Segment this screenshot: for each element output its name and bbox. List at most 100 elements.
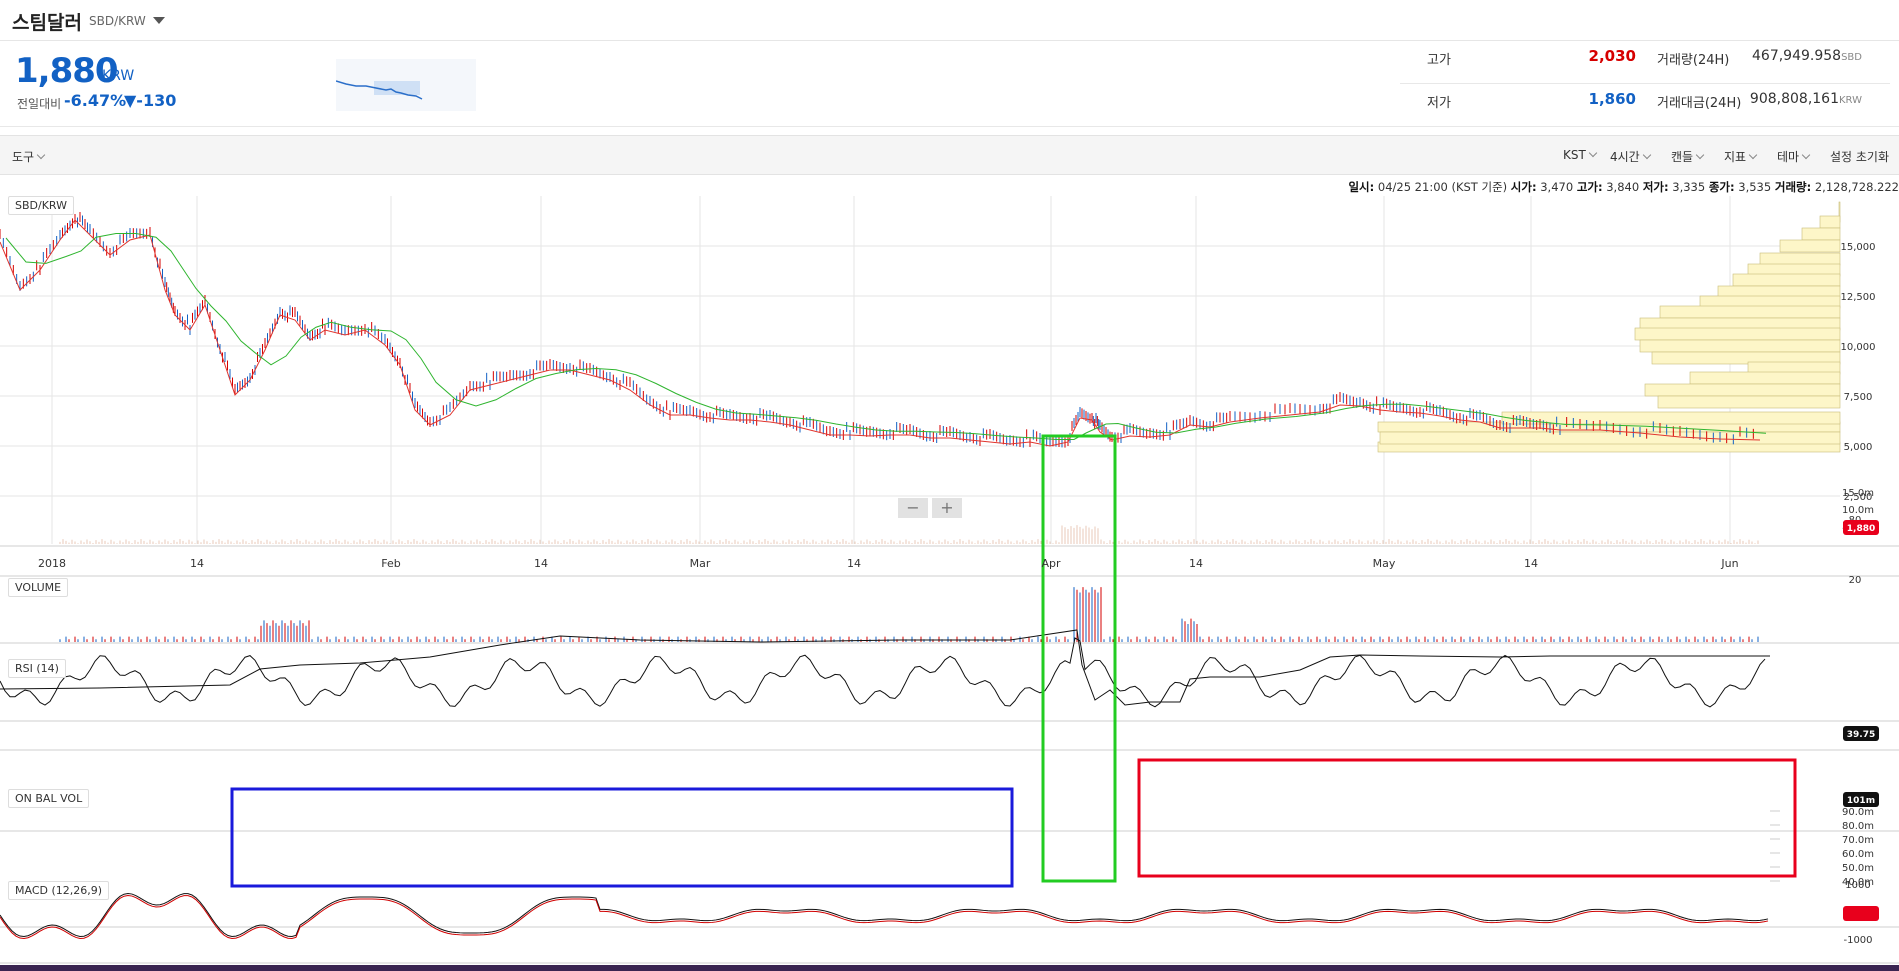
high-value: 2,030	[1588, 47, 1636, 65]
time-tick-label: May	[1373, 557, 1396, 570]
zoom-out-icon: −	[906, 498, 919, 517]
bottom-bar	[0, 965, 1899, 971]
volume-profile-bar	[1659, 305, 1841, 319]
coin-pair: SBD/KRW	[89, 14, 146, 28]
volume-profile-bar	[1651, 351, 1841, 365]
sparkline-line	[335, 80, 423, 100]
price-tick-label: 2,500	[1844, 492, 1873, 503]
current-price: 1,880	[15, 51, 119, 91]
volume-profile	[1377, 201, 1841, 453]
stats-panel: 고가 2,030 거래량(24H) 467,949.958SBD 저가 1,86…	[1400, 41, 1899, 126]
volume-profile-bar	[1689, 371, 1841, 385]
amount-label: 거래대금(24H)	[1657, 96, 1742, 111]
blue-highlight-box	[230, 787, 1014, 888]
indicator-label: 지표	[1724, 150, 1747, 164]
price-tick-label: 12,500	[1841, 292, 1876, 303]
rsi-tick-label: 20	[1849, 575, 1862, 586]
coin-title[interactable]: 스팀달러	[12, 12, 82, 34]
volume-label: 거래량(24H)	[1657, 53, 1730, 68]
info-high: 3,840	[1606, 180, 1640, 194]
ohlc-info-bar: 일시: 04/25 21:00 (KST 기준) 시가: 3,470 고가: 3…	[1348, 179, 1899, 195]
macd-last-tag: -0	[1856, 910, 1866, 920]
timezone-menu[interactable]: KST	[1563, 148, 1598, 162]
chart-toolbar: 도구 KST 4시간 캔들 지표 테마 설정 초기화	[0, 135, 1899, 175]
macd-tick-label: -1000	[1843, 935, 1872, 946]
reset-settings-button[interactable]: 설정 초기화	[1830, 150, 1890, 164]
theme-menu[interactable]: 테마	[1777, 148, 1811, 165]
volume-profile-bar	[1501, 411, 1841, 425]
green-highlight-box	[1041, 434, 1117, 883]
volume-profile-bar	[1657, 395, 1841, 409]
interval-label: 4시간	[1610, 150, 1640, 164]
volume-profile-bar	[1379, 431, 1841, 445]
indicator-menu[interactable]: 지표	[1724, 148, 1758, 165]
high-label: 고가	[1427, 53, 1451, 68]
time-tick-label: Jun	[1720, 557, 1738, 570]
macd-signal-line	[0, 894, 1769, 940]
info-close: 3,535	[1738, 180, 1772, 194]
sparkline-fill	[374, 81, 420, 95]
obv-tick-label: 40.0m	[1842, 877, 1874, 888]
tools-label: 도구	[12, 150, 35, 164]
time-tick-label: Apr	[1041, 557, 1061, 570]
theme-label: 테마	[1777, 150, 1800, 164]
change-absolute: ▼-130	[124, 91, 177, 110]
rsi-last-tag-bg	[1843, 726, 1879, 741]
info-close-label: 종가:	[1708, 180, 1735, 194]
ticker-summary: 1,880 KRW 전일대비 -6.47% ▼-130 고가 2,030 거래량…	[0, 41, 1899, 127]
chevron-down-icon	[1642, 150, 1651, 160]
mini-sparkline	[335, 59, 476, 111]
price-pane-label: SBD/KRW	[8, 196, 74, 215]
low-label: 저가	[1427, 96, 1451, 111]
time-tick-label: Feb	[381, 557, 400, 570]
price-unit: KRW	[102, 68, 135, 84]
rsi-last-tag: 39.75	[1847, 730, 1875, 740]
obv-last-tag: 101m	[1847, 796, 1875, 806]
obv-tick-label: 60.0m	[1842, 849, 1874, 860]
obv-pane-label: ON BAL VOL	[8, 789, 90, 808]
obv-tick-label: 50.0m	[1842, 863, 1874, 874]
chevron-down-icon[interactable]	[153, 17, 165, 24]
price-tick-label: 10,000	[1841, 342, 1876, 353]
volume-profile-bar	[1644, 383, 1841, 397]
zoom-in-icon: +	[940, 498, 953, 517]
time-tick-label: 2018	[38, 557, 66, 570]
price-tick-label: 7,500	[1844, 392, 1873, 403]
volume-tick-label: 10.0m	[1842, 505, 1874, 516]
volume-profile-bar	[1819, 215, 1841, 229]
amount-value: 908,808,161	[1749, 91, 1839, 107]
tools-menu[interactable]: 도구	[12, 148, 46, 165]
interval-menu[interactable]: 4시간	[1610, 148, 1651, 165]
volume-profile-bar	[1634, 327, 1841, 341]
chart-svg[interactable]: 15,000 12,500 10,000 7,500 5,000 2,500 2018 14 F…	[0, 176, 1899, 965]
chevron-down-icon	[1801, 150, 1811, 160]
volume-profile-bar	[1639, 339, 1841, 353]
chart-type-menu[interactable]: 캔들	[1671, 148, 1705, 165]
time-tick-label: 14	[190, 557, 204, 570]
last-price-tag-bg	[1843, 520, 1879, 535]
chevron-down-icon	[1588, 148, 1598, 158]
obv-line	[0, 629, 1770, 706]
timezone-label: KST	[1563, 148, 1586, 162]
low-value: 1,860	[1588, 90, 1636, 108]
change-label: 전일대비	[17, 97, 62, 111]
time-tick-label: 14	[534, 557, 548, 570]
info-volume: 2,128,728.222	[1814, 180, 1899, 194]
zoom-in-button	[932, 498, 962, 518]
top-header: 스팀달러 SBD/KRW	[0, 0, 1899, 41]
macd-pane-label: MACD (12,26,9)	[8, 881, 110, 900]
volume-profile-bar	[1801, 227, 1841, 241]
obv-tick-label: 80.0m	[1842, 821, 1874, 832]
chevron-down-icon	[1695, 150, 1705, 160]
info-volume-label: 거래량:	[1774, 180, 1812, 194]
volume-profile-bar	[1779, 239, 1841, 253]
zoom-out-button	[898, 498, 928, 518]
ma-short-line	[0, 219, 1761, 447]
price-tick-label: 5,000	[1844, 442, 1873, 453]
indicator-lines	[0, 219, 1770, 940]
chevron-down-icon	[36, 150, 46, 160]
volume-value: 467,949.958	[1752, 48, 1842, 64]
red-highlight-box	[1137, 758, 1797, 878]
rsi-pane-label: RSI (14)	[8, 659, 66, 678]
volume-pane-label: VOLUME	[8, 578, 69, 597]
